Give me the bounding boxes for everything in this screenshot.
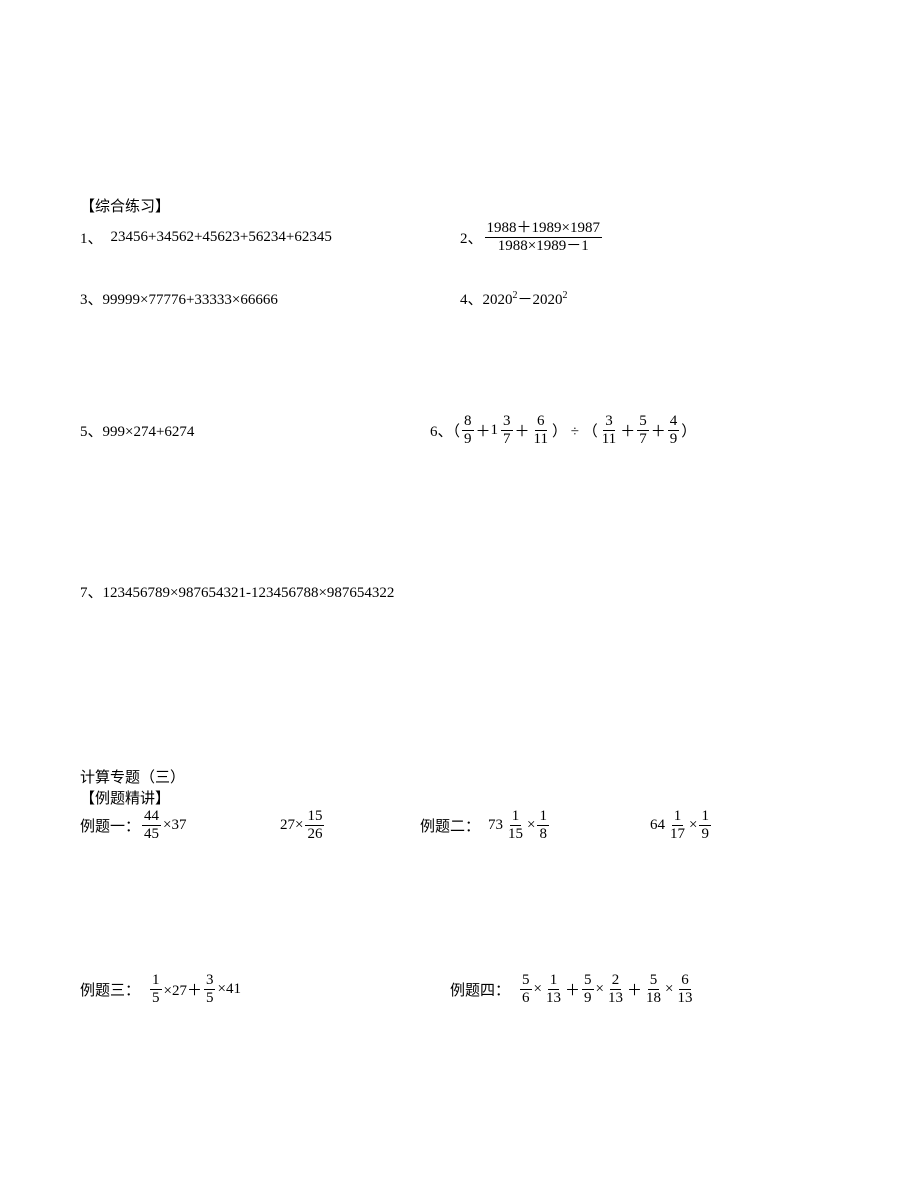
ex1-frac: 4445: [142, 808, 161, 842]
p6-mixed1: 1 37: [491, 413, 515, 447]
ex3-f1: 15: [150, 972, 162, 1006]
example-row-3-4: 例题三： 15 ×27＋ 35 ×41 例题四： 56 × 113 ＋ 59 ×…: [80, 972, 840, 1006]
p6-f1: 89: [462, 413, 474, 447]
example-4: 例题四： 56 × 113 ＋ 59 × 213 ＋ 518 × 613: [450, 972, 696, 1006]
example-row-1-2: 例题一： 4445 ×37 27× 1526 例题二： 73 115 × 18 …: [80, 808, 840, 842]
ex4-f2: 113: [544, 972, 563, 1006]
p2-denominator: 1988×1989－1: [496, 238, 591, 255]
ex2-label: 例题二：: [420, 815, 480, 836]
p1-text: 23456+34562+45623+56234+62345: [111, 229, 332, 246]
p5-text: 5、999×274+6274: [80, 420, 194, 441]
example-2a: 例题二： 73 115 × 18: [420, 808, 650, 842]
section1-title: 【综合练习】: [80, 195, 840, 216]
problem-2: 2、 1988＋1989×1987 1988×1989－1: [460, 220, 604, 254]
ex4-label: 例题四：: [450, 979, 510, 1000]
example-1a: 例题一： 4445 ×37: [80, 808, 280, 842]
problem-7: 7、123456789×987654321-123456788×98765432…: [80, 581, 394, 602]
p2-numerator: 1988＋1989×1987: [485, 220, 602, 238]
problem-1: 1、 23456+34562+45623+56234+62345: [80, 227, 430, 248]
ex4-f5: 518: [644, 972, 663, 1006]
ex1b-frac: 1526: [305, 808, 324, 842]
p6-f5: 49: [668, 413, 680, 447]
row-1-2: 1、 23456+34562+45623+56234+62345 2、 1988…: [80, 220, 840, 254]
p6-f3: 311: [600, 413, 618, 447]
row-5-6: 5、999×274+6274 6、（ 89 ＋ 1 37 ＋ 611 ） ÷ （…: [80, 413, 840, 447]
ex4-f6: 613: [675, 972, 694, 1006]
section2-title: 计算专题（三）: [80, 766, 840, 787]
example-1b: 27× 1526: [280, 808, 420, 842]
ex2-f2: 18: [537, 808, 549, 842]
page-content: 【综合练习】 1、 23456+34562+45623+56234+62345 …: [0, 0, 920, 1006]
p7-text: 7、123456789×987654321-123456788×98765432…: [80, 581, 394, 602]
example-3: 例题三： 15 ×27＋ 35 ×41: [80, 972, 450, 1006]
p2-label: 2、: [460, 227, 483, 248]
problem-3: 3、99999×77776+33333×66666: [80, 288, 430, 309]
ex2b-f2: 19: [699, 808, 711, 842]
section2-sub: 【例题精讲】: [80, 787, 840, 808]
row-3-4: 3、99999×77776+33333×66666 4、20202－20202: [80, 288, 840, 309]
ex3-label: 例题三：: [80, 979, 140, 1000]
problem-6: 6、（ 89 ＋ 1 37 ＋ 611 ） ÷ （ 311 ＋ 57 ＋ 49 …: [430, 413, 696, 447]
p6-f2: 611: [532, 413, 550, 447]
ex4-f4: 213: [606, 972, 625, 1006]
ex3-f2: 35: [204, 972, 216, 1006]
p4-text: 4、20202－20202: [460, 288, 568, 309]
ex2-mixed: 73 115: [488, 808, 527, 842]
example-2b: 64 117 × 19: [650, 808, 713, 842]
row-7: 7、123456789×987654321-123456788×98765432…: [80, 581, 840, 602]
p6-f4: 57: [637, 413, 649, 447]
p2-fraction: 1988＋1989×1987 1988×1989－1: [485, 220, 602, 254]
problem-5: 5、999×274+6274: [80, 420, 430, 441]
ex2b-mixed: 64 117: [650, 808, 689, 842]
ex4-f3: 59: [582, 972, 594, 1006]
p3-text: 3、99999×77776+33333×66666: [80, 288, 278, 309]
problem-4: 4、20202－20202: [460, 288, 568, 309]
ex4-f1: 56: [520, 972, 532, 1006]
ex1-label: 例题一：: [80, 815, 140, 836]
p6-open: 6、（: [430, 420, 460, 441]
p1-label: 1、: [80, 227, 103, 248]
